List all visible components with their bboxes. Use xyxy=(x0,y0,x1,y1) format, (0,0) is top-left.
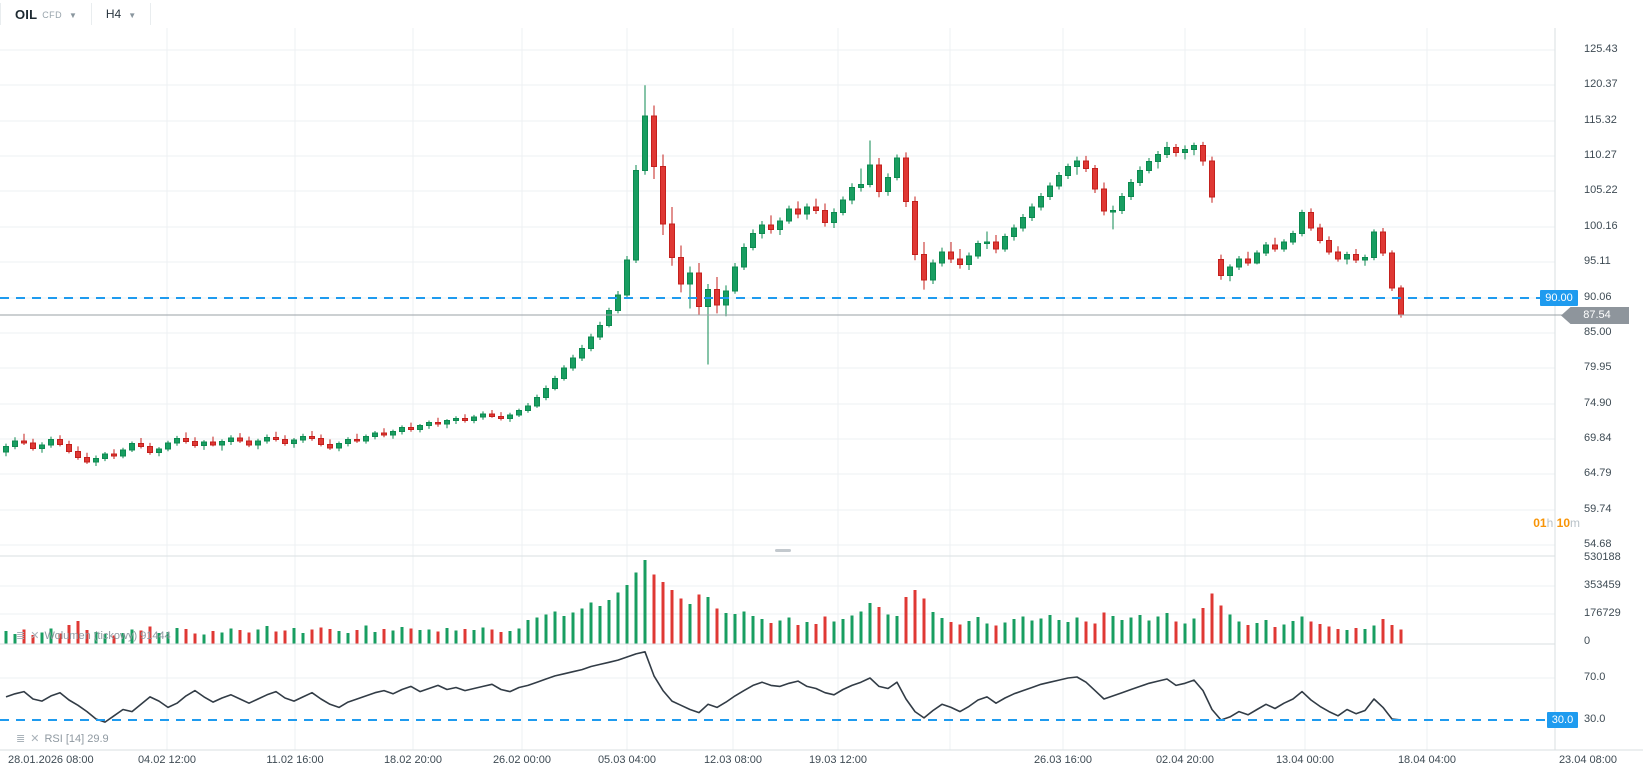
time-tick-label: 19.03 12:00 xyxy=(808,754,868,766)
price-tick-label: 85.00 xyxy=(1584,326,1612,338)
price-tick-label: 115.32 xyxy=(1584,114,1617,126)
price-tick-label: 100.16 xyxy=(1584,220,1618,232)
price-tick-label: 125.43 xyxy=(1584,43,1618,55)
instrument-selector[interactable]: OIL CFD ▼ xyxy=(1,0,91,28)
toolbar-divider xyxy=(90,3,92,25)
time-tick-label: 28.01.2026 08:00 xyxy=(8,754,94,766)
level-line-price-tag[interactable]: 90.00 xyxy=(1540,290,1578,306)
time-tick-label: 05.03 04:00 xyxy=(597,754,657,766)
chevron-down-icon[interactable]: ▼ xyxy=(68,10,77,20)
pane-resize-handle[interactable] xyxy=(775,549,791,552)
time-tick-label: 26.02 00:00 xyxy=(492,754,552,766)
price-tick-label: 90.06 xyxy=(1584,291,1612,303)
toolbar-divider xyxy=(150,3,152,25)
countdown-minutes: 10 xyxy=(1556,516,1570,530)
time-tick-label: 18.04 04:00 xyxy=(1397,754,1457,766)
timeframe-selector[interactable]: H4 ▼ xyxy=(92,0,150,28)
price-tick-label: 120.37 xyxy=(1584,78,1618,90)
chevron-down-icon[interactable]: ▼ xyxy=(128,10,137,20)
price-tick-label: 95.11 xyxy=(1584,255,1611,267)
rsi-tick-label: 70.0 xyxy=(1584,671,1606,683)
countdown-minutes-unit: m xyxy=(1570,516,1580,530)
price-tick-label: 79.95 xyxy=(1584,361,1612,373)
timeframe-label: H4 xyxy=(105,7,122,21)
rsi-indicator-text: RSI [14] 29.9 xyxy=(44,733,109,745)
price-tick-label: 110.27 xyxy=(1584,149,1617,161)
toolbar-divider xyxy=(0,3,1,25)
time-tick-label: 18.02 20:00 xyxy=(383,754,443,766)
countdown-hours-unit: h xyxy=(1546,516,1554,530)
countdown-hours: 01 xyxy=(1533,516,1547,530)
symbol-label: OIL xyxy=(15,6,38,22)
price-tick-label: 74.90 xyxy=(1584,397,1612,409)
price-tick-label: 69.84 xyxy=(1584,432,1612,444)
candle-countdown: 01h 10m xyxy=(1504,516,1580,530)
time-tick-label: 26.03 16:00 xyxy=(1033,754,1093,766)
indicator-close-icon[interactable]: ✕ xyxy=(30,629,40,642)
time-axis[interactable]: 28.01.2026 08:00 04.02 12:00 11.02 16:00 18… xyxy=(0,750,1643,770)
rsi-tick-label: 30.0 xyxy=(1584,713,1606,725)
time-tick-label: 13.04 00:00 xyxy=(1275,754,1335,766)
price-tick-label: 105.22 xyxy=(1584,184,1618,196)
price-tick-label: 64.79 xyxy=(1584,467,1612,479)
instrument-type-label: CFD xyxy=(42,10,62,20)
indicator-menu-icon[interactable]: ≣ xyxy=(16,629,26,642)
time-tick-label: 12.03 08:00 xyxy=(703,754,763,766)
current-price-tag: 87.54 xyxy=(1561,307,1629,324)
price-tick-label: 59.74 xyxy=(1584,503,1612,515)
rsi-level-tag[interactable]: 30.0 xyxy=(1547,712,1578,728)
rsi-indicator-label: ≣ ✕ RSI [14] 29.9 xyxy=(16,733,109,745)
time-tick-label: 11.02 16:00 xyxy=(266,754,324,766)
indicator-close-icon[interactable]: ✕ xyxy=(30,732,40,745)
volume-tick-label: 353459 xyxy=(1584,579,1621,591)
chart-toolbar: OIL CFD ▼ H4 ▼ xyxy=(0,0,1643,28)
price-tick-label: 54.68 xyxy=(1584,538,1612,550)
volume-indicator-label: ≣ ✕ Wolumen (tickowy) 91444 xyxy=(16,630,171,642)
time-tick-label: 23.04 08:00 xyxy=(1558,754,1618,766)
volume-tick-label: 0 xyxy=(1584,635,1591,647)
volume-tick-label: 530188 xyxy=(1584,551,1621,563)
time-tick-label: 02.04 20:00 xyxy=(1155,754,1215,766)
volume-indicator-text: Wolumen (tickowy) 91444 xyxy=(44,630,171,642)
volume-tick-label: 176729 xyxy=(1584,607,1621,619)
time-tick-label: 04.02 12:00 xyxy=(137,754,197,766)
indicator-menu-icon[interactable]: ≣ xyxy=(16,732,26,745)
